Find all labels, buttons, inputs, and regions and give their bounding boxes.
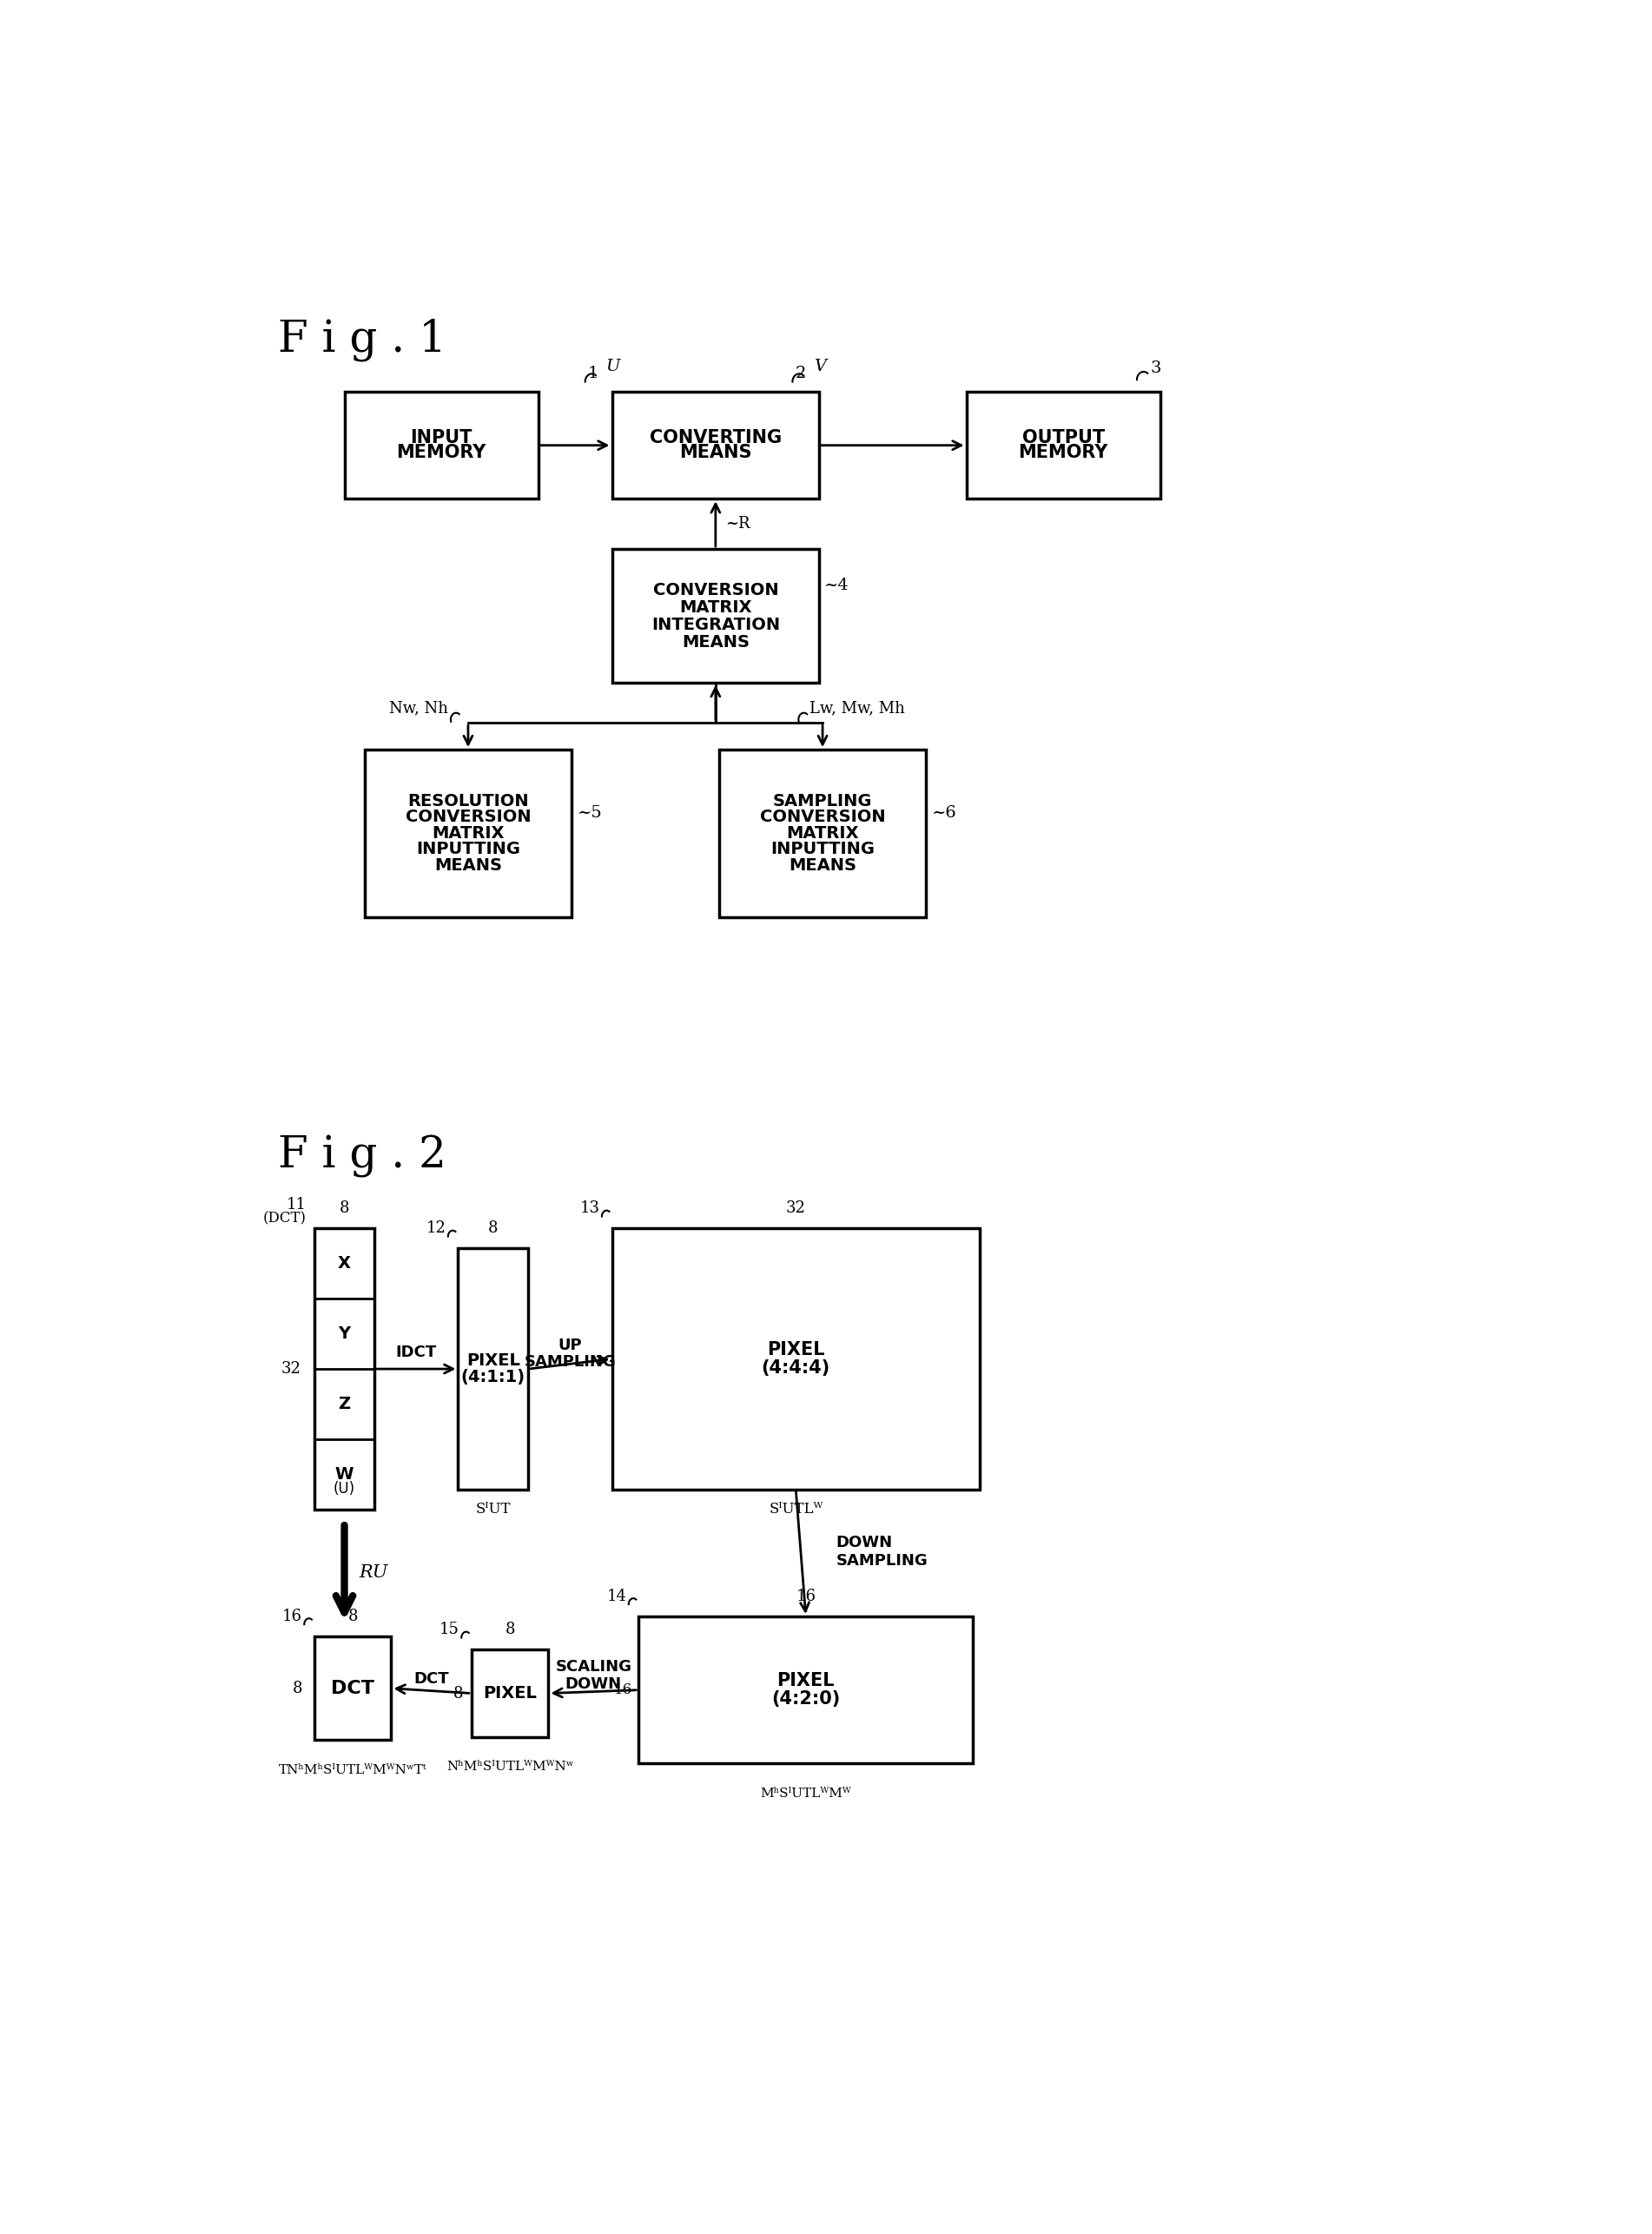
Text: CONVERTING: CONVERTING: [649, 429, 781, 447]
Text: 8: 8: [506, 1622, 515, 1638]
Text: 8: 8: [489, 1220, 499, 1235]
Bar: [719, 751, 927, 916]
Text: ~R: ~R: [725, 516, 750, 532]
Text: MATRIX: MATRIX: [786, 824, 859, 842]
Text: ~5: ~5: [577, 804, 601, 820]
Text: INTEGRATION: INTEGRATION: [651, 617, 780, 632]
Text: INPUT: INPUT: [410, 429, 472, 447]
Text: V: V: [814, 360, 826, 375]
Text: MATRIX: MATRIX: [679, 599, 752, 614]
Bar: [639, 1617, 973, 1763]
Text: U: U: [605, 360, 620, 375]
Text: NʰMʰSᴵUTLᵂMᵂNʷ: NʰMʰSᴵUTLᵂMᵂNʷ: [446, 1760, 573, 1774]
Text: W: W: [335, 1466, 354, 1483]
Text: MATRIX: MATRIX: [431, 824, 504, 842]
Text: 3: 3: [1150, 360, 1161, 375]
Text: RU: RU: [358, 1564, 388, 1582]
Text: 16: 16: [613, 1682, 633, 1698]
Text: INPUTTING: INPUTTING: [770, 840, 874, 858]
Bar: [611, 550, 819, 684]
Bar: [458, 1249, 529, 1490]
Text: 12: 12: [426, 1220, 446, 1235]
Text: CONVERSION: CONVERSION: [760, 809, 885, 824]
Text: MEANS: MEANS: [682, 634, 750, 650]
Text: ~4: ~4: [824, 579, 849, 594]
Text: 1: 1: [588, 366, 598, 382]
Text: CONVERSION: CONVERSION: [405, 809, 530, 824]
Text: (DCT): (DCT): [263, 1211, 306, 1226]
Text: MEANS: MEANS: [679, 445, 752, 462]
Text: 8: 8: [339, 1200, 349, 1215]
Text: SAMPLING: SAMPLING: [773, 793, 872, 809]
Bar: [966, 391, 1160, 498]
Text: MEANS: MEANS: [434, 858, 502, 873]
Text: Lw, Mw, Mh: Lw, Mw, Mh: [809, 699, 905, 715]
Text: MEMORY: MEMORY: [396, 445, 486, 462]
Bar: [611, 391, 819, 498]
Text: SᴵUTLᵂ: SᴵUTLᵂ: [768, 1501, 823, 1517]
Text: (4:4:4): (4:4:4): [762, 1361, 831, 1376]
Text: X: X: [339, 1256, 350, 1271]
Text: PIXEL: PIXEL: [466, 1352, 520, 1369]
Bar: [344, 391, 539, 498]
Text: MʰSᴵUTLᵂMᵂ: MʰSᴵUTLᵂMᵂ: [760, 1787, 851, 1801]
Text: SAMPLING: SAMPLING: [836, 1553, 928, 1568]
Text: TNʰMʰSᴵUTLᵂMᵂNʷTᵗ: TNʰMʰSᴵUTLᵂMᵂNʷTᵗ: [279, 1765, 426, 1776]
Text: 16: 16: [796, 1588, 816, 1604]
Text: (4:1:1): (4:1:1): [461, 1369, 525, 1385]
Text: 15: 15: [439, 1622, 459, 1638]
Text: PIXEL: PIXEL: [776, 1671, 834, 1689]
Text: PIXEL: PIXEL: [767, 1340, 824, 1358]
Text: ~6: ~6: [932, 804, 957, 820]
Text: F i g . 2: F i g . 2: [278, 1135, 446, 1177]
Bar: [314, 1229, 375, 1510]
Text: SCALING: SCALING: [555, 1658, 631, 1673]
Text: 8: 8: [292, 1680, 302, 1696]
Text: MEANS: MEANS: [788, 858, 856, 873]
Bar: [611, 1229, 980, 1490]
Text: PIXEL: PIXEL: [482, 1684, 537, 1702]
Text: 8: 8: [453, 1684, 463, 1700]
Text: RESOLUTION: RESOLUTION: [408, 793, 529, 809]
Text: Y: Y: [339, 1325, 350, 1343]
Bar: [314, 1638, 392, 1740]
Text: 32: 32: [786, 1200, 806, 1215]
Text: DCT: DCT: [413, 1671, 449, 1687]
Text: SAMPLING: SAMPLING: [524, 1354, 616, 1369]
Text: F i g . 1: F i g . 1: [278, 317, 446, 362]
Text: 8: 8: [349, 1608, 358, 1624]
Text: INPUTTING: INPUTTING: [416, 840, 520, 858]
Text: 2: 2: [795, 366, 806, 382]
Bar: [471, 1651, 548, 1736]
Bar: [365, 751, 572, 916]
Text: SᴵUT: SᴵUT: [476, 1501, 510, 1517]
Text: Z: Z: [339, 1396, 350, 1412]
Text: 32: 32: [281, 1361, 301, 1376]
Text: 14: 14: [606, 1588, 626, 1604]
Text: DCT: DCT: [330, 1680, 375, 1698]
Text: MEMORY: MEMORY: [1018, 445, 1108, 462]
Text: 16: 16: [282, 1608, 302, 1624]
Text: Nw, Nh: Nw, Nh: [388, 699, 448, 715]
Text: UP: UP: [558, 1338, 582, 1354]
Text: CONVERSION: CONVERSION: [653, 581, 778, 599]
Text: DOWN: DOWN: [565, 1678, 621, 1693]
Text: DOWN: DOWN: [836, 1535, 892, 1550]
Text: (4:2:0): (4:2:0): [771, 1691, 841, 1709]
Text: IDCT: IDCT: [396, 1345, 436, 1361]
Text: (U): (U): [334, 1481, 355, 1497]
Text: OUTPUT: OUTPUT: [1023, 429, 1105, 447]
Text: 11: 11: [286, 1197, 306, 1213]
Text: 13: 13: [580, 1200, 600, 1215]
